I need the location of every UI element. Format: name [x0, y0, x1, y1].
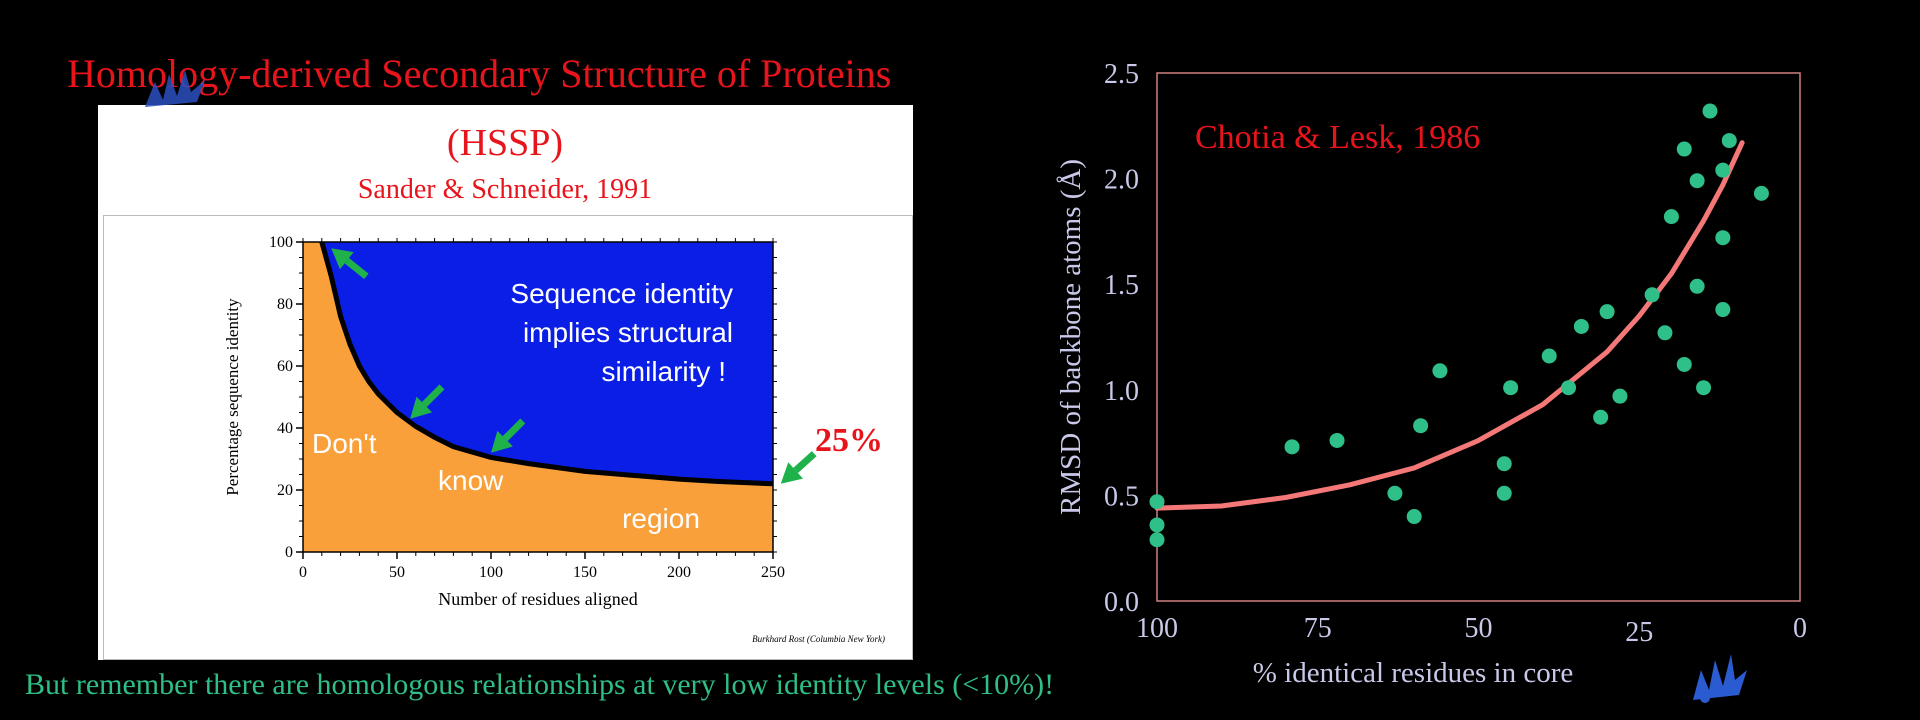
x-tick-label: 0	[299, 564, 307, 581]
upper-region-label: Sequence identity	[510, 278, 733, 309]
green-arrow-head	[331, 248, 354, 270]
y-tick-label: 0.5	[1104, 481, 1139, 512]
x-axis-label: % identical residues in core	[1253, 657, 1574, 689]
green-arrow-head	[410, 396, 433, 419]
scatter-point	[1612, 388, 1628, 404]
scatter-point	[1149, 532, 1165, 548]
scatter-point	[1599, 304, 1615, 320]
y-tick-label: 40	[277, 420, 293, 437]
scatter-point	[1413, 418, 1429, 434]
scatter-point	[1496, 485, 1512, 501]
scatter-point	[1696, 380, 1712, 396]
scatter-point	[1149, 517, 1165, 533]
scatter-point	[1715, 230, 1731, 246]
bottom-note: But remember there are homologous relati…	[25, 668, 1055, 701]
x-tick-label: 50	[389, 564, 405, 581]
scatter-point	[1541, 348, 1557, 364]
crest-logo-icon	[145, 70, 205, 107]
y-tick-label: 20	[277, 482, 293, 499]
hssp-chart: (HSSP) Sander & Schneider, 1991 0 50 100 150 2…	[223, 122, 885, 644]
orange-region	[303, 242, 773, 552]
green-arrow-shaft	[502, 418, 526, 442]
y-tick-label: 0.0	[1104, 587, 1139, 618]
upper-region-label: implies structural	[523, 317, 733, 348]
lower-region-label: know	[438, 465, 504, 496]
scatter-point	[1284, 439, 1300, 455]
scatter-point	[1689, 173, 1705, 189]
credit-text: Burkhard Rost (Columbia New York)	[752, 634, 885, 644]
scatter-point	[1593, 409, 1609, 425]
green-arrow-shaft	[421, 384, 445, 408]
x-tick-label: 100	[1136, 613, 1178, 644]
scatter-point	[1561, 380, 1577, 396]
scatter-point	[1702, 103, 1718, 119]
y-tick-label: 1.5	[1104, 270, 1139, 301]
x-tick-label: 150	[573, 564, 597, 581]
y-tick-label: 0	[285, 544, 293, 561]
x-tick-label: 75	[1304, 613, 1332, 644]
plot-frame	[1156, 72, 1801, 602]
y-tick-label: 1.0	[1104, 376, 1139, 407]
slide-title: Homology-derived Secondary Structure of …	[67, 51, 892, 96]
scatter-point	[1329, 432, 1345, 448]
chart-title: Chotia & Lesk, 1986	[1195, 119, 1480, 156]
y-tick-label: 2.0	[1104, 165, 1139, 196]
y-tick-label: 60	[277, 358, 293, 375]
scatter-point	[1657, 325, 1673, 341]
y-tick-label: 80	[277, 296, 293, 313]
scatter-point	[1496, 456, 1512, 472]
scatter-point	[1676, 141, 1692, 157]
lower-region-label: Don't	[312, 428, 377, 459]
scatter-point	[1503, 380, 1519, 396]
chart-title: (HSSP)	[447, 122, 563, 164]
scatter-point	[1149, 494, 1165, 510]
scatter-point	[1573, 318, 1589, 334]
scatter-point	[1753, 185, 1769, 201]
rmsd-scatter-chart: Chotia & Lesk, 1986 0.0 0.5 1.0 1.5 2.0 2.5 100…	[1055, 59, 1807, 689]
y-axis-label: Percentage sequence identity	[223, 298, 242, 496]
scatter-point	[1715, 302, 1731, 318]
x-tick-label: 250	[761, 564, 785, 581]
scatter-point	[1689, 278, 1705, 294]
scatter-point	[1721, 133, 1737, 149]
scatter-point	[1715, 162, 1731, 178]
x-tick-label: 0	[1793, 613, 1807, 644]
lower-region-label: region	[622, 503, 700, 534]
scatter-point	[1644, 287, 1660, 303]
scatter-point	[1406, 509, 1422, 525]
threshold-curve	[319, 241, 774, 487]
x-axis-label: Number of residues aligned	[438, 589, 637, 609]
y-tick-label: 100	[269, 234, 293, 251]
x-tick-label: 100	[479, 564, 503, 581]
green-arrow-head	[491, 430, 513, 453]
fit-curve	[1154, 140, 1745, 511]
scatter-point	[1432, 363, 1448, 379]
y-tick-label: 2.5	[1104, 59, 1139, 90]
upper-region-label: similarity !	[602, 356, 726, 387]
y-axis-label: RMSD of backbone atoms (Å)	[1055, 159, 1087, 515]
green-arrow-shaft	[344, 257, 369, 280]
scatter-point	[1387, 485, 1403, 501]
green-arrow-head	[780, 462, 803, 484]
x-tick-label: 25	[1625, 617, 1653, 648]
scatter-point	[1663, 209, 1679, 225]
x-tick-label: 200	[667, 564, 691, 581]
threshold-25-label: 25%	[815, 422, 883, 459]
crest-logo-icon	[1693, 654, 1747, 703]
chart-subtitle: Sander & Schneider, 1991	[358, 174, 652, 205]
x-tick-label: 50	[1465, 613, 1493, 644]
green-arrow-shaft	[793, 451, 817, 474]
scatter-point	[1676, 356, 1692, 372]
